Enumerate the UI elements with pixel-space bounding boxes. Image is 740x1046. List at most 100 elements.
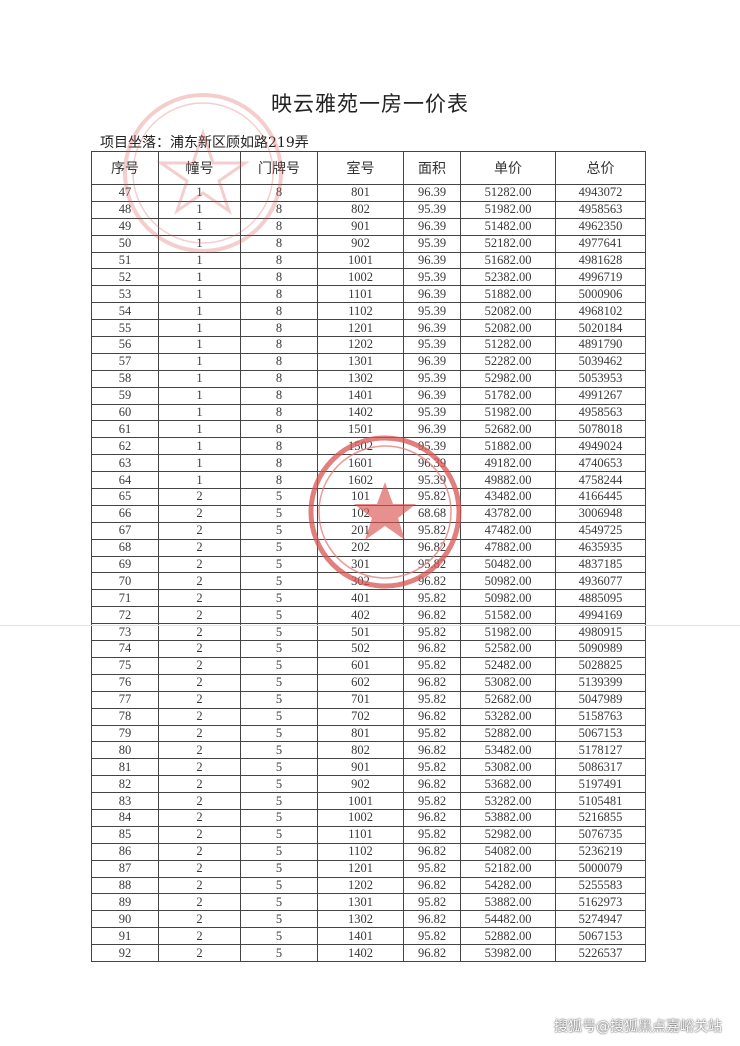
table-row: 76 2 5 602 96.82 53082.00 5139399 [91, 673, 646, 692]
cell-building: 2 [158, 927, 241, 946]
cell-area: 96.82 [403, 673, 461, 692]
cell-unit-price: 49882.00 [460, 471, 556, 490]
cell-unit-price: 53282.00 [460, 792, 556, 810]
cell-total-price: 4981628 [555, 251, 646, 270]
table-row: 60 1 8 1402 95.39 51982.00 4958563 [91, 403, 646, 422]
cell-building: 1 [158, 386, 241, 405]
cell-room: 502 [317, 640, 404, 658]
cell-unit-price: 51282.00 [460, 184, 556, 202]
cell-serial: 58 [91, 369, 159, 388]
cell-serial: 85 [91, 825, 159, 844]
cell-building: 2 [158, 538, 241, 557]
cell-room: 1402 [317, 944, 404, 962]
cell-door-number: 8 [240, 420, 318, 439]
cell-building: 2 [158, 640, 241, 658]
cell-door-number: 5 [240, 825, 318, 844]
cell-area: 96.39 [403, 217, 461, 236]
cell-door-number: 8 [240, 217, 318, 236]
cell-building: 1 [158, 403, 241, 422]
cell-serial: 78 [91, 707, 159, 726]
cell-area: 95.39 [403, 234, 461, 253]
cell-room: 501 [317, 623, 404, 642]
table-row: 72 2 5 402 96.82 51582.00 4994169 [91, 606, 646, 625]
cell-area: 68.68 [403, 504, 461, 523]
cell-building: 2 [158, 504, 241, 523]
cell-room: 801 [317, 724, 404, 743]
cell-area: 95.39 [403, 200, 461, 219]
cell-area: 95.39 [403, 437, 461, 456]
cell-room: 1002 [317, 268, 404, 287]
cell-area: 95.39 [403, 336, 461, 354]
table-row: 61 1 8 1501 96.39 52682.00 5078018 [91, 420, 646, 439]
cell-total-price: 4885095 [555, 589, 646, 608]
table-row: 74 2 5 502 96.82 52582.00 5090989 [91, 640, 646, 658]
cell-total-price: 5067153 [555, 927, 646, 946]
cell-unit-price: 53082.00 [460, 758, 556, 777]
table-row: 85 2 5 1101 95.82 52982.00 5076735 [91, 825, 646, 844]
cell-serial: 92 [91, 944, 159, 962]
table-row: 57 1 8 1301 96.39 52282.00 5039462 [91, 352, 646, 371]
cell-total-price: 5039462 [555, 352, 646, 371]
cell-total-price: 5078018 [555, 420, 646, 439]
cell-unit-price: 52382.00 [460, 268, 556, 287]
cell-total-price: 5255583 [555, 876, 646, 895]
cell-unit-price: 51282.00 [460, 336, 556, 354]
cell-serial: 77 [91, 690, 159, 709]
table-row: 66 2 5 102 68.68 43782.00 3006948 [91, 504, 646, 523]
cell-building: 2 [158, 876, 241, 895]
cell-door-number: 8 [240, 285, 318, 304]
cell-area: 95.82 [403, 656, 461, 675]
cell-area: 95.82 [403, 623, 461, 642]
cell-room: 1302 [317, 369, 404, 388]
cell-serial: 81 [91, 758, 159, 777]
cell-room: 1101 [317, 285, 404, 304]
cell-serial: 59 [91, 386, 159, 405]
cell-total-price: 4837185 [555, 555, 646, 574]
cell-total-price: 4968102 [555, 302, 646, 321]
cell-building: 2 [158, 572, 241, 591]
cell-room: 1602 [317, 471, 404, 490]
table-row: 48 1 8 802 95.39 51982.00 4958563 [91, 200, 646, 219]
cell-building: 2 [158, 606, 241, 625]
cell-total-price: 5086317 [555, 758, 646, 777]
cell-unit-price: 47882.00 [460, 538, 556, 557]
cell-building: 2 [158, 656, 241, 675]
cell-total-price: 5226537 [555, 944, 646, 962]
cell-building: 1 [158, 217, 241, 236]
cell-building: 1 [158, 336, 241, 354]
table-row: 82 2 5 902 96.82 53682.00 5197491 [91, 775, 646, 794]
cell-building: 1 [158, 285, 241, 304]
cell-door-number: 5 [240, 893, 318, 912]
cell-serial: 61 [91, 420, 159, 439]
cell-building: 1 [158, 437, 241, 456]
cell-unit-price: 52682.00 [460, 420, 556, 439]
cell-door-number: 5 [240, 741, 318, 760]
cell-serial: 53 [91, 285, 159, 304]
cell-unit-price: 51982.00 [460, 200, 556, 219]
cell-serial: 71 [91, 589, 159, 608]
cell-area: 95.39 [403, 403, 461, 422]
cell-total-price: 5139399 [555, 673, 646, 692]
cell-total-price: 4943072 [555, 184, 646, 202]
cell-area: 96.82 [403, 538, 461, 557]
cell-total-price: 5216855 [555, 808, 646, 827]
cell-unit-price: 52182.00 [460, 859, 556, 878]
cell-area: 95.82 [403, 927, 461, 946]
cell-serial: 69 [91, 555, 159, 574]
cell-room: 101 [317, 488, 404, 506]
cell-area: 96.82 [403, 640, 461, 658]
cell-serial: 80 [91, 741, 159, 760]
table-row: 91 2 5 1401 95.82 52882.00 5067153 [91, 927, 646, 946]
cell-area: 95.82 [403, 859, 461, 878]
cell-serial: 90 [91, 910, 159, 929]
cell-serial: 76 [91, 673, 159, 692]
cell-building: 2 [158, 808, 241, 827]
cell-total-price: 5000079 [555, 859, 646, 878]
cell-total-price: 5047989 [555, 690, 646, 709]
cell-serial: 54 [91, 302, 159, 321]
cell-room: 102 [317, 504, 404, 523]
cell-total-price: 5274947 [555, 910, 646, 929]
price-table: 序号 幢号 门牌号 室号 面积 单价 总价 47 1 8 801 96.39 51282.… [91, 151, 646, 962]
cell-serial: 50 [91, 234, 159, 253]
table-row: 55 1 8 1201 96.39 52082.00 5020184 [91, 319, 646, 338]
